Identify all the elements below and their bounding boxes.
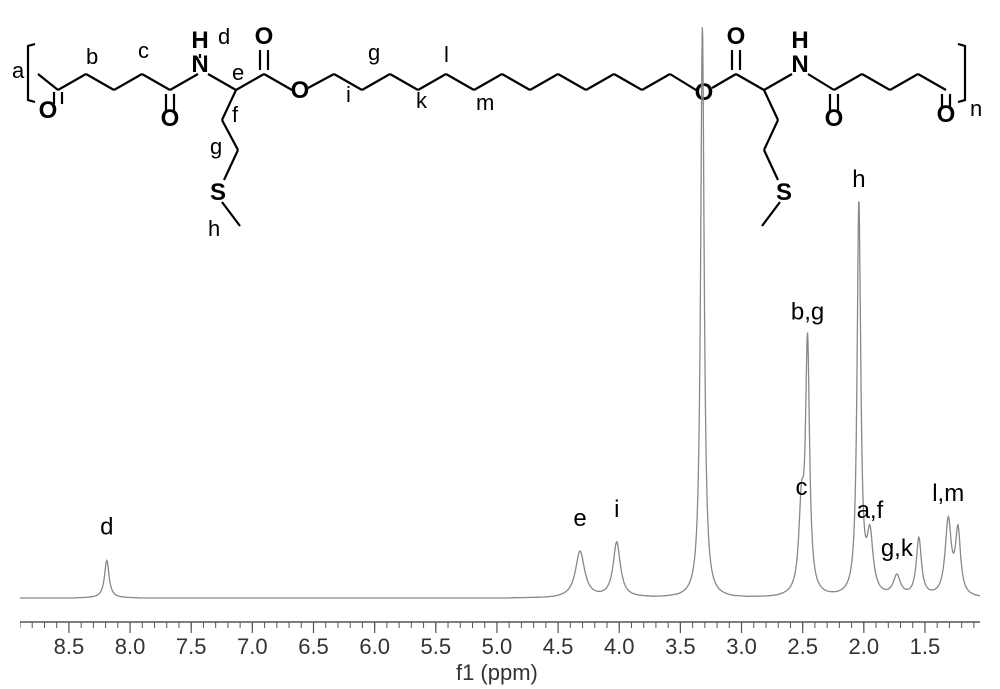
svg-text:4.5: 4.5 (543, 634, 574, 659)
svg-text:4.0: 4.0 (604, 634, 635, 659)
svg-text:7.5: 7.5 (176, 634, 207, 659)
nmr-plot: 8.5 8.0 7.5 7.0 6.5 6.0 5.5 5.0 4.5 4.0 3.5 3.0 2.5 2… (20, 0, 980, 689)
peak-label: l,m (932, 480, 964, 507)
peak-label: h (852, 166, 865, 193)
x-axis-label: f1 (ppm) (456, 660, 538, 685)
nmr-figure: a O b c O N H d e O O (0, 0, 1000, 689)
svg-text:3.0: 3.0 (726, 634, 757, 659)
peak-label: g,k (881, 535, 914, 562)
spectrum-trace (20, 27, 980, 598)
svg-text:2.0: 2.0 (849, 634, 880, 659)
svg-text:8.5: 8.5 (54, 634, 85, 659)
svg-text:6.5: 6.5 (298, 634, 329, 659)
svg-text:5.0: 5.0 (482, 634, 513, 659)
peak-label: a,f (857, 497, 884, 524)
peak-label: i (614, 496, 619, 523)
nmr-svg: 8.5 8.0 7.5 7.0 6.5 6.0 5.5 5.0 4.5 4.0 3.5 3.0 2.5 2… (20, 0, 980, 689)
svg-text:2.5: 2.5 (787, 634, 818, 659)
svg-text:7.0: 7.0 (237, 634, 268, 659)
peak-label: e (573, 505, 586, 532)
svg-text:6.0: 6.0 (359, 634, 390, 659)
svg-text:5.5: 5.5 (420, 634, 451, 659)
peak-label: d (100, 513, 113, 540)
peak-label: c (795, 474, 807, 501)
svg-text:3.5: 3.5 (665, 634, 696, 659)
peak-label: b,g (791, 298, 824, 325)
svg-text:8.0: 8.0 (115, 634, 146, 659)
svg-text:1.5: 1.5 (910, 634, 941, 659)
